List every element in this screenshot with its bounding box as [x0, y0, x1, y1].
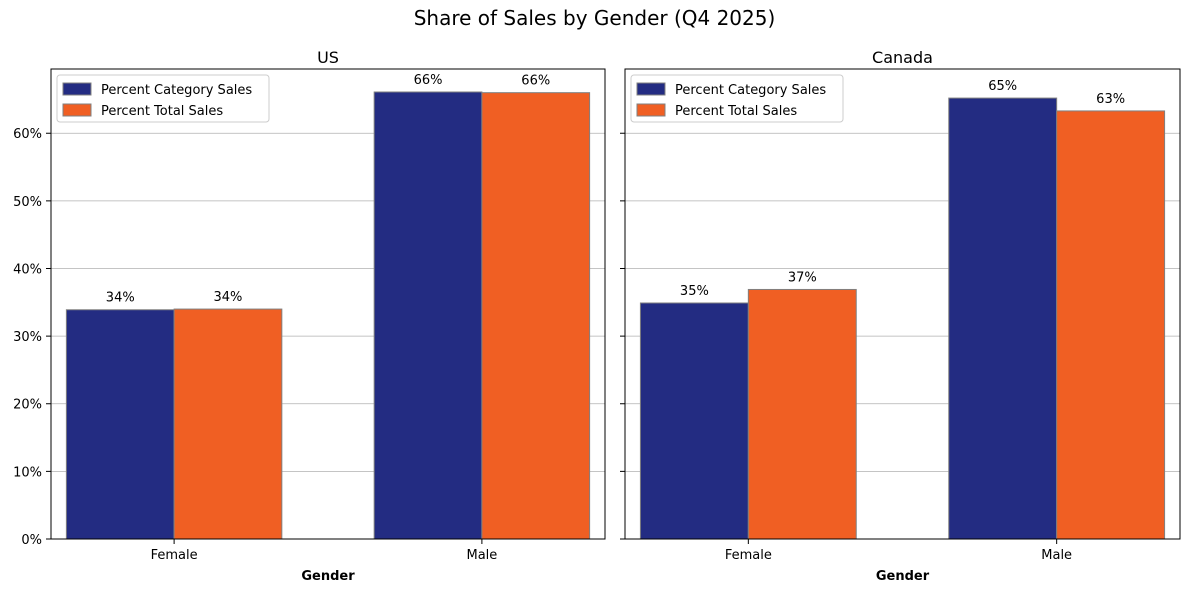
bar-percent-category-sales-female [639, 302, 749, 540]
legend-swatch [636, 103, 666, 117]
legend-box [630, 74, 844, 123]
legend-swatch [62, 82, 92, 96]
y-tick-label: 60% [13, 127, 42, 142]
data-label: 37% [788, 270, 817, 285]
bar-percent-category-sales-male [948, 97, 1058, 540]
bar-percent-category-sales-male [373, 91, 483, 540]
data-label: 65% [988, 79, 1017, 94]
bar-percent-total-sales-female [747, 288, 857, 540]
y-tick-label: 40% [13, 262, 42, 277]
bar-percent-total-sales-male [481, 92, 591, 540]
y-tick-label: 30% [13, 330, 42, 345]
legend-swatch [636, 82, 666, 96]
data-label: 35% [680, 284, 709, 299]
x-tick-label: Male [1041, 548, 1072, 563]
legend-swatch [62, 103, 92, 117]
x-axis-label: Gender [301, 569, 355, 584]
x-tick-label: Female [151, 548, 198, 563]
legend-label: Percent Total Sales [675, 104, 797, 119]
y-tick-label: 20% [13, 398, 42, 413]
x-tick-label: Male [466, 548, 497, 563]
panel-title: Canada [872, 48, 933, 67]
y-tick-label: 0% [21, 533, 42, 548]
bar-percent-total-sales-male [1056, 110, 1166, 540]
panel-title: US [317, 48, 339, 67]
x-tick-label: Female [725, 548, 772, 563]
figure-title: Share of Sales by Gender (Q4 2025) [413, 6, 776, 30]
legend-label: Percent Category Sales [675, 83, 826, 98]
y-tick-label: 50% [13, 195, 42, 210]
data-label: 34% [106, 291, 135, 306]
y-tick-label: 10% [13, 465, 42, 480]
legend-box [56, 74, 270, 123]
x-axis-label: Gender [876, 569, 930, 584]
bar-percent-category-sales-female [65, 309, 175, 540]
axes-frame [624, 68, 1181, 540]
data-label: 66% [414, 73, 443, 88]
legend-label: Percent Total Sales [101, 104, 223, 119]
legend-label: Percent Category Sales [101, 83, 252, 98]
data-label: 66% [521, 74, 550, 89]
data-label: 63% [1096, 92, 1125, 107]
data-label: 34% [214, 290, 243, 305]
bar-percent-total-sales-female [173, 308, 283, 540]
axes-frame [50, 68, 606, 540]
